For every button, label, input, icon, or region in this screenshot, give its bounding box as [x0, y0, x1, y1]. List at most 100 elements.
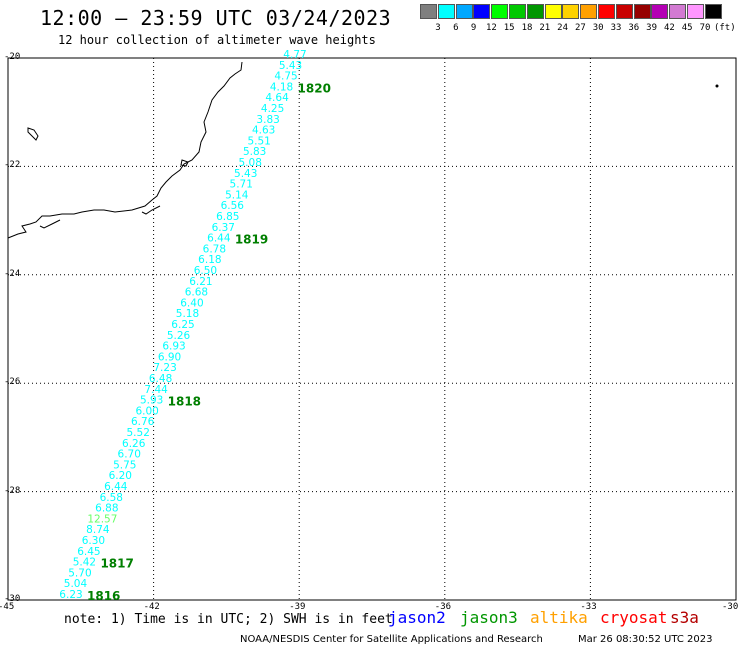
wave-height-value: 5.83 — [243, 146, 266, 158]
satellite-name: jason3 — [460, 608, 518, 627]
pass-time-label: 1820 — [298, 81, 331, 95]
coastline — [7, 61, 243, 239]
legend-swatch — [687, 4, 704, 19]
legend-swatch — [544, 4, 562, 19]
lon-tick-label: -39 — [289, 602, 306, 612]
legend-swatch — [633, 4, 651, 19]
pass-time-label: 1818 — [168, 395, 201, 409]
wave-height-value: 4.63 — [252, 125, 275, 137]
lat-tick-label: -28 — [4, 485, 21, 496]
wave-height-value: 4.25 — [261, 103, 284, 115]
legend-label: 45 — [681, 23, 693, 33]
lon-tick-label: -30 — [722, 602, 739, 612]
legend-label: 15 — [503, 23, 515, 33]
coastline-island-2 — [180, 159, 189, 167]
map-frame — [7, 57, 737, 601]
legend-swatch — [651, 4, 669, 19]
wave-height-value: 6.93 — [162, 341, 185, 353]
legend-label: 33 — [610, 23, 622, 33]
satellite-name: altika — [530, 608, 588, 627]
satellite-name: s3a — [670, 608, 699, 627]
lat-tick-label: -30 — [4, 594, 21, 604]
generation-timestamp: Mar 26 08:30:52 UTC 2023 — [578, 634, 713, 645]
wave-height-value: 6.68 — [185, 287, 208, 299]
legend-label: 27 — [574, 23, 586, 33]
wave-height-value: 6.50 — [194, 265, 217, 277]
wave-height-value: 5.75 — [113, 459, 136, 471]
wave-height-value: 6.88 — [95, 503, 118, 515]
wave-height-value: 8.74 — [86, 524, 110, 536]
coastline-bay — [39, 219, 61, 229]
legend-swatch — [526, 4, 544, 19]
satellite-name: jason2 — [388, 608, 446, 627]
wave-height-value: 6.90 — [158, 351, 181, 363]
legend-swatch — [455, 4, 473, 19]
page-subtitle: 12 hour collection of altimeter wave hei… — [58, 33, 376, 47]
legend-swatch — [598, 4, 615, 19]
wave-height-value: 7.44 — [144, 384, 168, 396]
wave-height-value: 7.23 — [153, 362, 176, 374]
lon-tick-label: -42 — [143, 602, 160, 612]
wave-height-value: 5.14 — [225, 189, 249, 201]
wave-height-value: 6.44 — [104, 481, 128, 493]
wave-height-value: 5.71 — [230, 179, 253, 191]
wave-height-value: 3.83 — [256, 114, 279, 126]
wave-height-value: 6.56 — [221, 200, 245, 212]
lat-tick-label: -22 — [4, 160, 21, 171]
legend-swatch — [420, 4, 437, 19]
wave-height-value: 6.23 — [59, 589, 82, 601]
wave-height-value: 5.43 — [279, 60, 302, 72]
wave-height-value: 5.42 — [73, 557, 96, 569]
footer-note: note: 1) Time is in UTC; 2) SWH is in fe… — [64, 612, 393, 627]
wave-height-value: 5.08 — [239, 157, 262, 169]
wave-height-value: 6.18 — [198, 254, 221, 266]
wave-height-value: 12.57 — [87, 513, 117, 525]
coastline-inlet — [141, 205, 161, 215]
wave-height-value: 5.43 — [234, 168, 257, 180]
wave-height-value: 6.40 — [180, 297, 203, 309]
pass-time-label: 1817 — [100, 557, 133, 571]
legend-label: 36 — [628, 23, 640, 33]
legend-label: 18 — [521, 23, 533, 33]
legend-swatch — [509, 4, 526, 19]
island-dot — [715, 84, 719, 88]
altimeter-track: 4.775.434.754.184.644.253.834.635.515.83… — [59, 49, 306, 601]
wave-height-value: 4.75 — [274, 71, 297, 83]
legend-unit: (ft) — [713, 23, 736, 33]
legend-label: 3 — [435, 23, 441, 33]
wave-height-value: 6.00 — [135, 405, 158, 417]
legend-swatch — [437, 4, 455, 19]
lon-tick-label: -33 — [580, 602, 597, 612]
wave-height-value: 6.26 — [122, 438, 146, 450]
wave-height-value: 6.25 — [171, 319, 194, 331]
wave-height-value: 6.45 — [77, 546, 100, 558]
wave-height-value: 6.76 — [131, 416, 155, 428]
legend-swatch — [491, 4, 509, 19]
wave-height-value: 5.26 — [167, 330, 191, 342]
legend-label: 21 — [539, 23, 551, 33]
pass-time-label: 1816 — [87, 589, 120, 603]
wave-height-value: 6.20 — [109, 470, 132, 482]
wave-height-value: 6.58 — [100, 492, 123, 504]
page-title: 12:00 – 23:59 UTC 03/24/2023 — [40, 6, 392, 30]
wave-height-value: 5.93 — [140, 395, 163, 407]
coastline-brazil — [7, 61, 243, 239]
wave-height-value: 6.30 — [82, 535, 105, 547]
lat-tick-label: -24 — [4, 268, 21, 279]
wave-height-value: 5.52 — [127, 427, 150, 439]
pass-time-labels: 1820 1819 1818 1817 1816 — [87, 81, 331, 603]
wave-height-value: 5.51 — [247, 135, 270, 147]
wave-height-value: 5.70 — [68, 567, 91, 579]
legend-label: 6 — [453, 23, 459, 33]
legend-swatch — [704, 4, 722, 19]
lon-tick-label: -45 — [0, 602, 15, 612]
lat-tick-label: -20 — [4, 52, 21, 62]
legend-swatch — [615, 4, 633, 19]
legend-swatch — [562, 4, 580, 19]
wave-height-value: 4.64 — [265, 92, 289, 104]
legend-label: 70 — [699, 23, 711, 33]
wave-height-value: 6.70 — [118, 449, 141, 461]
legend-label: 39 — [646, 23, 658, 33]
wave-height-value: 6.21 — [189, 276, 212, 288]
wave-height-value: 6.48 — [149, 373, 172, 385]
